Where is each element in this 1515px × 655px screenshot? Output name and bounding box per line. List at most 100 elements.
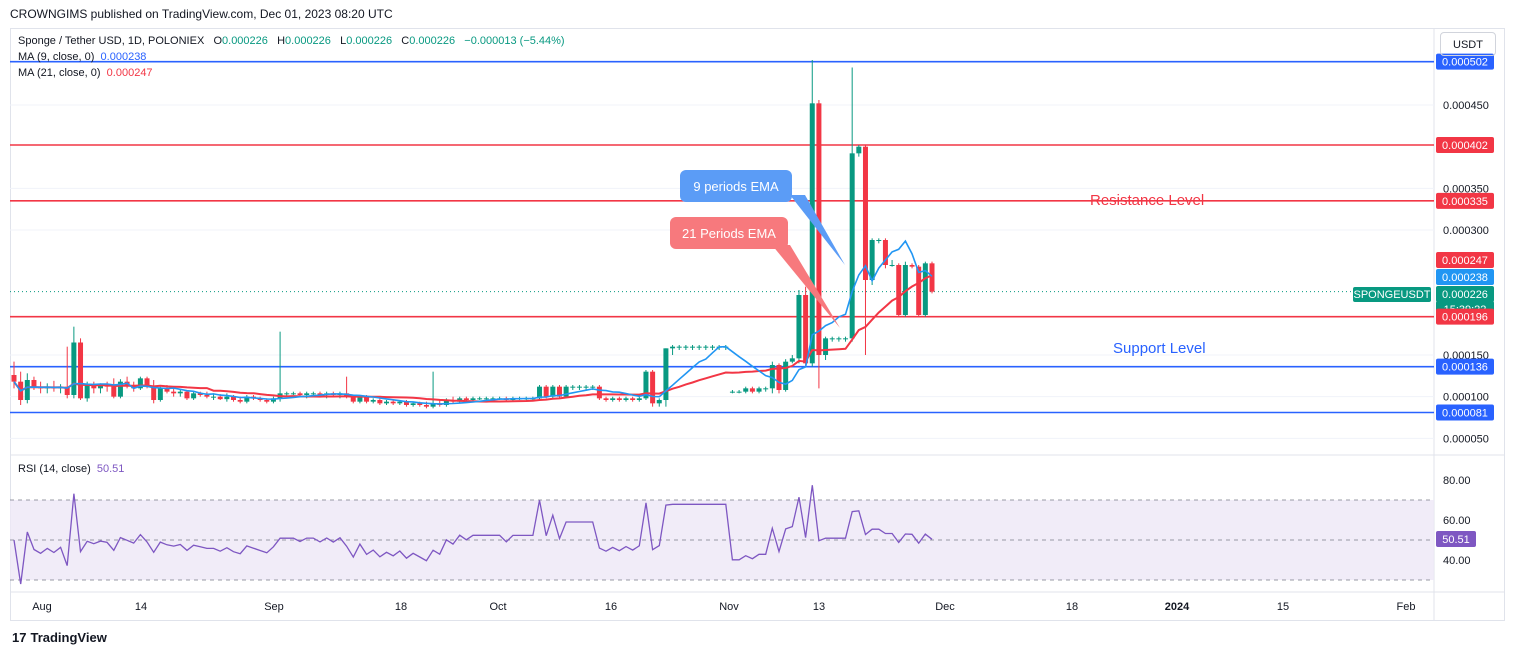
- candle-body: [756, 388, 762, 392]
- candle-body: [703, 346, 709, 348]
- time-tick-label: Aug: [32, 601, 52, 613]
- time-tick-label: 15: [1277, 601, 1289, 613]
- ma21-legend[interactable]: MA (21, close, 0) 0.000247: [18, 67, 153, 79]
- ma21-line: [13, 274, 933, 403]
- candle-body: [443, 400, 449, 405]
- candle-body: [849, 153, 855, 339]
- symbol-name[interactable]: Sponge / Tether USD, 1D, POLONIEX: [18, 35, 205, 47]
- candle-body: [91, 385, 97, 389]
- tradingview-wordmark: TradingView: [30, 630, 107, 645]
- candle-body: [31, 380, 37, 387]
- symbol-legend: Sponge / Tether USD, 1D, POLONIEX O0.000…: [18, 35, 565, 47]
- candle-body: [656, 400, 662, 404]
- candle-body: [217, 396, 223, 400]
- candle-body: [643, 371, 649, 399]
- candle-body: [290, 393, 296, 395]
- close-value: 0.000226: [409, 35, 456, 47]
- time-tick-label: 18: [395, 601, 407, 613]
- candle-body: [244, 396, 250, 402]
- candle-body: [204, 395, 210, 397]
- candle-body: [304, 393, 310, 395]
- candle-body: [670, 346, 676, 349]
- candle-body: [583, 386, 589, 388]
- price-badge: [1436, 137, 1494, 153]
- ema9-callout-box: [680, 170, 792, 202]
- candle-body: [403, 401, 409, 405]
- candle-body: [776, 365, 782, 390]
- price-badge-label: 0.000247: [1442, 255, 1488, 267]
- candle-body: [11, 375, 17, 382]
- high-label: H: [277, 35, 286, 47]
- price-badge: [1436, 358, 1494, 375]
- candle-body: [350, 396, 356, 402]
- open-value: 0.000226: [222, 35, 268, 47]
- candle-body: [430, 403, 436, 407]
- high-value: 0.000226: [285, 35, 331, 47]
- candle-body: [477, 398, 483, 400]
- candle-body: [297, 393, 303, 395]
- candle-body: [676, 346, 682, 348]
- price-badge: [1436, 53, 1494, 70]
- candle-body: [563, 386, 569, 397]
- candle-body: [364, 396, 370, 402]
- tradingview-logo[interactable]: 17 TradingView: [12, 630, 107, 645]
- candle-body: [164, 388, 170, 392]
- candle-body: [803, 295, 809, 364]
- candle-body: [397, 401, 403, 404]
- candle-body: [410, 403, 416, 405]
- currency-button[interactable]: USDT: [1440, 32, 1496, 56]
- candle-body: [603, 398, 609, 400]
- ema21-callout-pointer: [772, 245, 840, 328]
- open-label: O: [213, 35, 223, 47]
- candle-body: [543, 386, 549, 397]
- ma9-legend[interactable]: MA (9, close, 0) 0.000238: [18, 51, 146, 63]
- price-badge-label: 0.000196: [1442, 312, 1488, 324]
- candle-body: [264, 400, 270, 402]
- change-value: −0.000013 (−5.44%): [464, 35, 565, 47]
- candle-body: [550, 386, 556, 397]
- rsi-label: RSI (14, close): [18, 463, 91, 475]
- price-badge-label: 0.000402: [1442, 140, 1488, 152]
- ma9-label: MA (9, close, 0): [18, 51, 95, 63]
- candle-body: [623, 398, 629, 400]
- candle-body: [869, 240, 875, 280]
- candle-body: [151, 386, 157, 400]
- price-badge-label: 0.000226: [1442, 289, 1488, 301]
- candle-body: [796, 295, 802, 359]
- candle-body: [171, 391, 177, 394]
- candle-body: [470, 398, 476, 400]
- candle-body: [709, 346, 715, 348]
- candle-body: [144, 378, 150, 387]
- ema21-callout-box: [670, 217, 788, 249]
- candle-body: [876, 240, 882, 241]
- candle-body: [896, 265, 902, 315]
- price-badge: [1436, 192, 1494, 209]
- price-badge-label: 0.000238: [1442, 272, 1488, 284]
- candle-body: [64, 386, 70, 395]
- rsi-tick-label: 80.00: [1443, 475, 1471, 487]
- time-tick-label: Feb: [1397, 601, 1416, 613]
- candle-body: [231, 396, 237, 400]
- candle-body: [490, 398, 496, 400]
- price-badge-label: 0.000081: [1442, 408, 1488, 420]
- candle-body: [78, 342, 84, 399]
- price-tick-label: 0.000100: [1443, 392, 1489, 404]
- candle-body: [862, 146, 868, 280]
- price-badge: [1436, 286, 1494, 302]
- candle-body: [284, 393, 290, 395]
- time-tick-label: 13: [813, 601, 825, 613]
- candle-body: [690, 346, 696, 348]
- candle-body: [237, 400, 243, 402]
- rsi-line: [13, 485, 933, 585]
- candle-body: [663, 348, 669, 400]
- candle-body: [111, 386, 117, 397]
- rsi-tick-label: 40.00: [1443, 555, 1471, 567]
- ema21-callout-label: 21 Periods EMA: [682, 226, 776, 241]
- candle-body: [616, 398, 622, 400]
- candle-body: [84, 385, 90, 399]
- rsi-legend[interactable]: RSI (14, close) 50.51: [18, 463, 124, 475]
- candle-body: [211, 396, 217, 398]
- candle-body: [370, 400, 376, 402]
- close-label: C: [401, 35, 410, 47]
